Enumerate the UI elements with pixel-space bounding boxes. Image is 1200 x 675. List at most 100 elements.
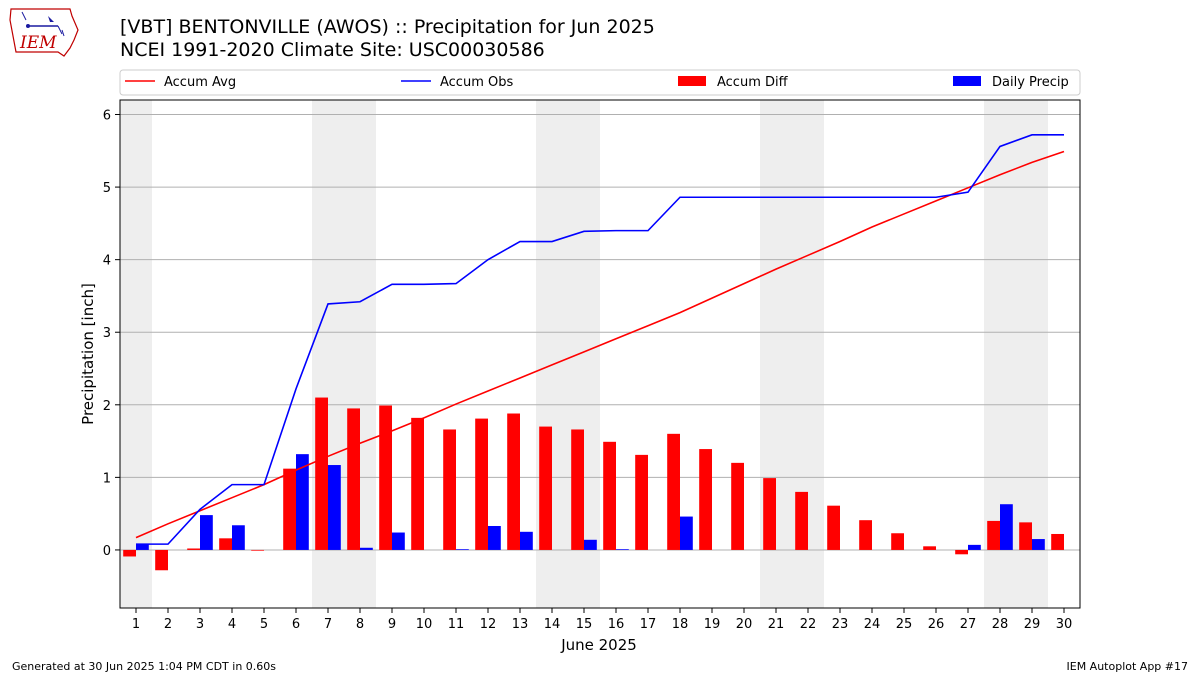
y-tick-label: 4 [103,254,111,269]
x-tick-label: 8 [356,617,364,632]
x-tick-label: 6 [292,617,300,632]
legend-label-daily-precip: Daily Precip [992,75,1069,90]
y-axis-label: Precipitation [inch] [79,283,97,425]
plot-frame [119,99,1081,609]
accum-diff-bar [443,429,456,550]
accum-diff-bar [187,548,200,550]
daily-precip-bar [1032,539,1045,550]
accum-diff-bar [923,546,936,550]
accum-diff-bar [1051,533,1064,550]
legend-swatch-daily-precip [953,76,981,86]
x-tick-label: 4 [228,617,236,632]
legend-label-accum-obs: Accum Obs [440,75,513,90]
accum-diff-bar [891,533,904,550]
x-tick-label: 10 [416,617,433,632]
daily-precip-bar [200,515,213,550]
x-tick-label: 24 [864,617,881,632]
legend-label-accum-diff: Accum Diff [717,75,789,90]
accum-diff-bar [731,462,744,550]
accum-diff-bar [667,433,680,550]
daily-precip-bar [1000,504,1013,550]
accum-obs-line [136,134,1064,545]
x-tick-label: 20 [736,617,753,632]
daily-precip-bar [296,454,309,550]
x-tick-label: 28 [992,617,1009,632]
weekend-shade-day-1 [120,100,152,608]
x-tick-label: 1 [132,617,140,632]
x-tick-label: 7 [324,617,332,632]
accum-diff-bar [475,418,488,550]
x-tick-label: 23 [832,617,849,632]
x-tick-label: 22 [800,617,817,632]
accum-diff-bar [347,408,360,550]
x-tick-label: 15 [576,617,593,632]
iem-logo: IEM [8,6,80,62]
legend-frame [119,69,1081,96]
daily-precip-bar [392,532,405,550]
x-tick-label: 14 [544,617,561,632]
footer-generated: Generated at 30 Jun 2025 1:04 PM CDT in … [12,660,277,673]
x-tick-label: 17 [640,617,657,632]
y-tick-label: 1 [103,471,111,486]
accum-diff-bar [987,520,1000,550]
footer-app-id: IEM Autoplot App #17 [1066,660,1189,673]
x-tick-label: 30 [1056,617,1073,632]
x-tick-label: 21 [768,617,785,632]
accum-diff-bar [1019,522,1032,550]
chart-subtitle: NCEI 1991-2020 Climate Site: USC00030586 [120,39,545,61]
logo-text: IEM [19,33,57,53]
accum-diff-bar [123,549,136,557]
daily-precip-bar [968,544,981,550]
daily-precip-bar [136,544,149,550]
x-tick-label: 29 [1024,617,1041,632]
accum-avg-line [135,150,1065,539]
daily-precip-bar [232,525,245,550]
x-tick-label: 3 [196,617,204,632]
accum-diff-bar [411,417,424,550]
x-tick-label: 19 [704,617,721,632]
legend-swatch-accum-diff [678,76,706,86]
x-tick-label: 12 [480,617,497,632]
accum-diff-bar [635,454,648,550]
accum-diff-bar [283,468,296,550]
daily-precip-bar [328,465,341,550]
daily-precip-bar [488,525,501,550]
iem-iowa-logo-icon: IEM [9,8,79,57]
accum-diff-bar [827,505,840,550]
y-tick-label: 5 [103,181,111,196]
x-tick-label: 26 [928,617,945,632]
daily-precip-bar [616,549,629,550]
y-tick-label: 3 [103,326,111,341]
accum-diff-bar [379,405,392,550]
x-tick-label: 18 [672,617,689,632]
legend-label-accum-avg: Accum Avg [164,75,236,90]
x-tick-label: 2 [164,617,172,632]
accum-diff-bar [155,549,168,571]
x-tick-label: 13 [512,617,529,632]
x-tick-label: 25 [896,617,913,632]
accum-diff-bar [699,449,712,550]
legend: Accum Avg Accum Obs Accum Diff Daily Pre… [119,69,1081,96]
bars [123,397,1064,571]
x-tick-label: 9 [388,617,396,632]
accum-diff-bar [859,520,872,550]
accum-diff-bar [763,478,776,550]
daily-precip-bar [360,547,373,550]
chart-title: [VBT] BENTONVILLE (AWOS) :: Precipitatio… [120,16,655,38]
accum-diff-bar [507,413,520,550]
x-tick-label: 16 [608,617,625,632]
daily-precip-bar [680,516,693,550]
accum-diff-bar [571,429,584,550]
accum-diff-bar [539,426,552,550]
grid-lines [120,114,1080,551]
accum-diff-bar [955,549,968,555]
accum-diff-bar [315,397,328,550]
y-tick-label: 6 [103,109,111,124]
accum-diff-bar [251,549,264,551]
x-tick-label: 5 [260,617,268,632]
daily-precip-bar [584,539,597,550]
accum-diff-bar [603,441,616,550]
lines [135,134,1065,545]
